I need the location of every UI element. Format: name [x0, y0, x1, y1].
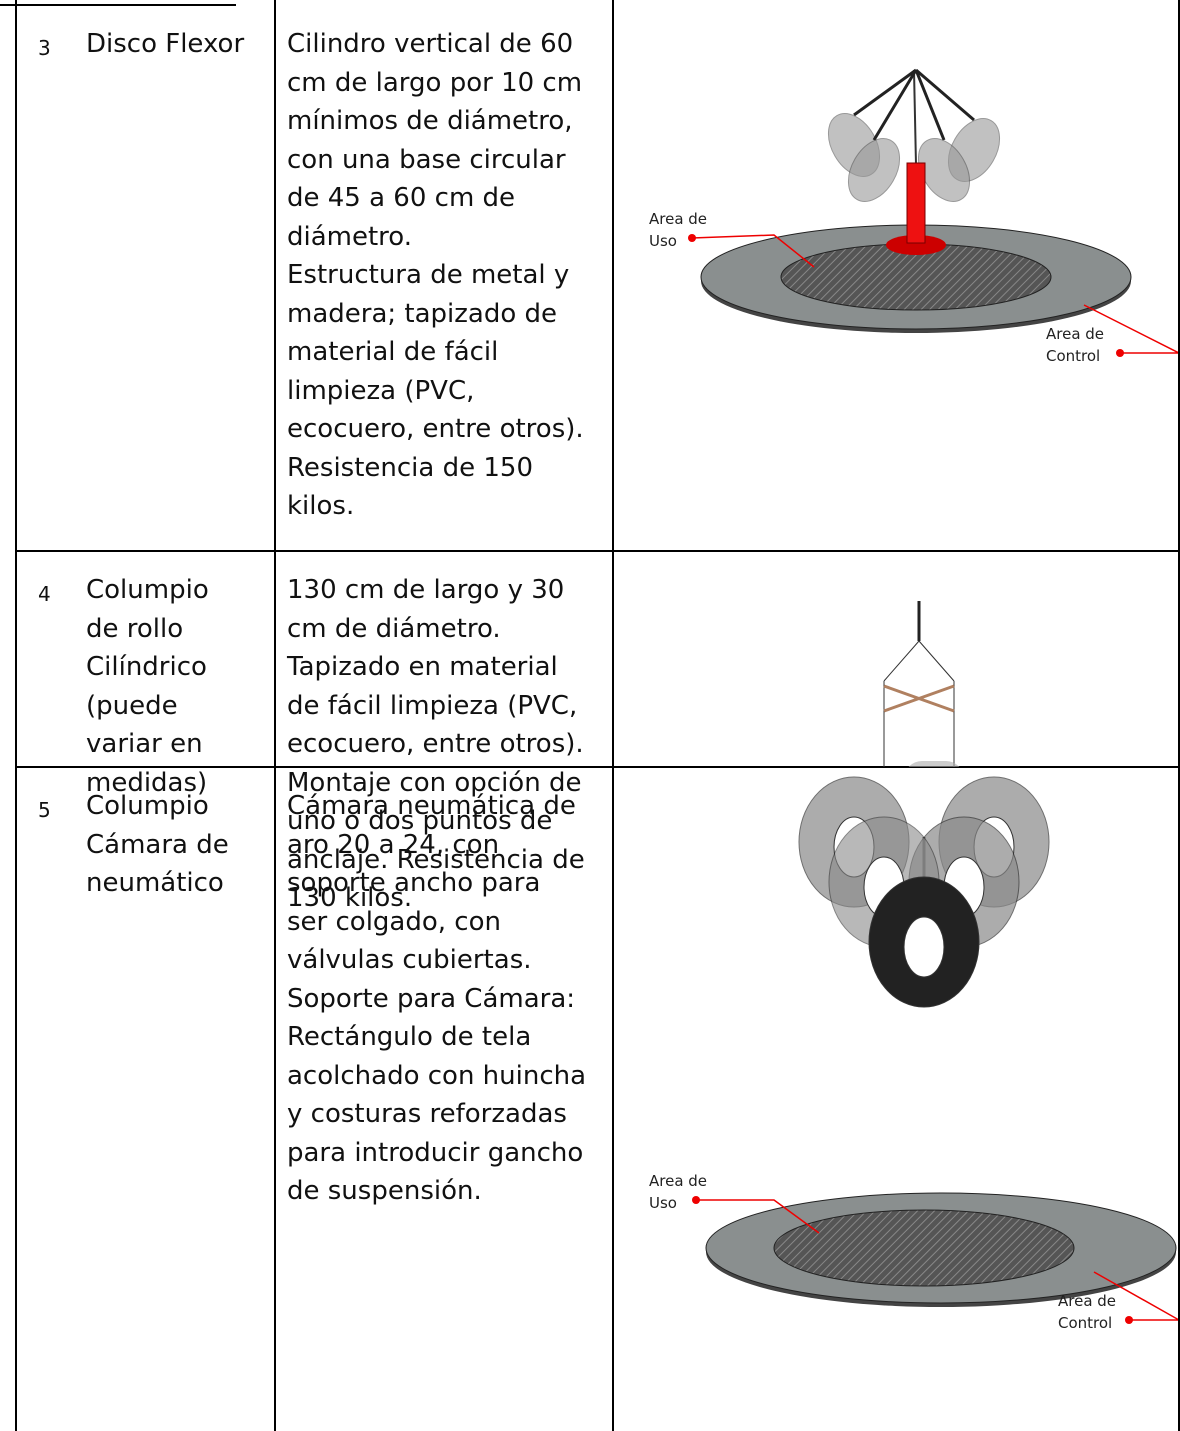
row-number: 5	[38, 798, 51, 822]
item-name: Cilíndrico	[86, 652, 207, 682]
area-label: Uso	[649, 1194, 677, 1212]
item-description: de suspensión.	[287, 1176, 482, 1206]
item-description: limpieza (PVC,	[287, 375, 475, 406]
item-description: madera; tapizado de	[287, 298, 558, 329]
area-label: Area de	[1046, 325, 1104, 343]
item-description: mínimos de diámetro,	[287, 106, 573, 136]
item-description: 130 kilos.	[287, 883, 413, 913]
item-description: ecocuero, entre otros).	[287, 414, 584, 444]
item-name: neumático	[86, 868, 224, 898]
item-description: ser colgado, con	[287, 906, 501, 937]
item-description: soporte ancho para	[287, 868, 541, 898]
item-description: y costuras reforzadas	[287, 1099, 567, 1129]
item-description: Cilindro vertical de 60	[287, 29, 574, 59]
area-label: Area de	[649, 210, 707, 228]
item-description: aro 20 a 24, con	[287, 829, 500, 860]
item-description: 130 cm de largo y 30	[287, 575, 565, 605]
item-description: Tapizado en material	[287, 652, 558, 682]
leader-line	[1093, 1271, 1178, 1321]
item-description: material de fácil	[287, 337, 499, 367]
item-description: Soporte para Cámara:	[287, 983, 576, 1014]
item-name: variar en	[86, 729, 203, 759]
item-description: kilos.	[287, 491, 355, 521]
item-description: cm de diámetro.	[287, 613, 501, 644]
item-description: uno o dos puntos de	[287, 806, 553, 836]
leader-line	[696, 1199, 820, 1234]
equipment	[798, 776, 1050, 1008]
row-number: 3	[38, 36, 51, 60]
item-description: diámetro.	[287, 221, 413, 252]
column-border	[612, 0, 614, 1431]
item-description: cm de largo por 10 cm	[287, 67, 583, 98]
item-description: Estructura de metal y	[287, 260, 570, 290]
column-border	[274, 0, 276, 1431]
item-name: Columpio	[86, 791, 209, 821]
item-name: Cámara de	[86, 829, 229, 860]
illustration: Area de Uso Area de Control	[649, 776, 1178, 1332]
leader-line	[1083, 304, 1178, 354]
item-description: Montaje con opción de	[287, 767, 582, 798]
use-area	[773, 1209, 1075, 1287]
item-name: medidas)	[86, 767, 208, 798]
item-description: acolchado con huincha	[287, 1060, 587, 1091]
item-name: de rollo	[86, 613, 184, 644]
item-description: Cámara neumática de	[287, 791, 576, 821]
row-number: 4	[38, 582, 51, 606]
equipment	[827, 68, 1001, 255]
item-description: de fácil limpieza (PVC,	[287, 690, 578, 721]
item-description: con una base circular	[287, 144, 566, 175]
item-description: anclaje. Resistencia de	[287, 844, 585, 875]
row-border	[15, 550, 1180, 552]
equipment	[883, 601, 960, 767]
top-border	[0, 4, 236, 6]
item-description: ecocuero, entre otros).	[287, 729, 584, 759]
column-border	[1178, 0, 1180, 1431]
column-border	[15, 0, 17, 1431]
item-description: para introducir gancho	[287, 1137, 584, 1168]
area-label: Area de	[649, 1172, 707, 1190]
item-name: Disco Flexor	[86, 29, 245, 59]
item-description: Rectángulo de tela	[287, 1022, 532, 1052]
item-description: Resistencia de 150	[287, 452, 533, 483]
row-border	[15, 766, 1180, 768]
item-name: (puede	[86, 690, 178, 721]
area-label: Uso	[649, 232, 677, 250]
leader-line	[691, 234, 815, 268]
area-label: Control	[1058, 1314, 1112, 1332]
item-name: Columpio	[86, 575, 209, 605]
illustration: Area de Uso Area de Control	[649, 68, 1178, 365]
item-description: válvulas cubiertas.	[287, 945, 532, 975]
item-description: de 45 a 60 cm de	[287, 183, 516, 213]
area-label: Area de	[1058, 1292, 1116, 1310]
area-label: Control	[1046, 347, 1100, 365]
